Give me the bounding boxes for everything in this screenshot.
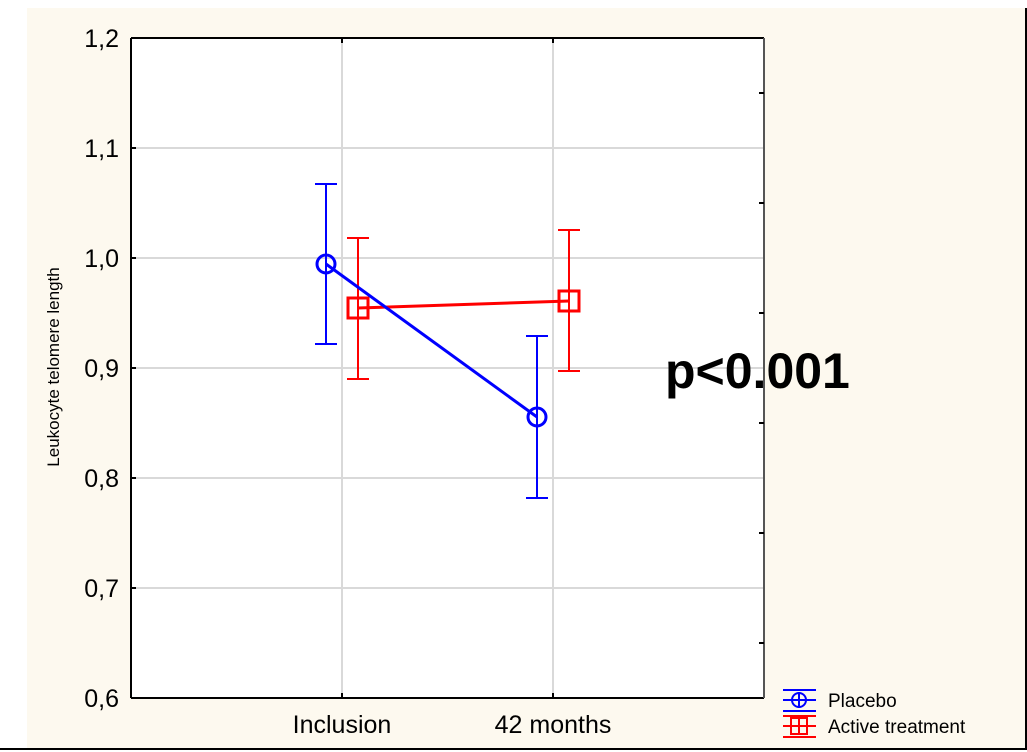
y-tick-label: 0,6 (84, 685, 119, 713)
frame-border-bottom (0, 748, 1027, 750)
legend-label-placebo: Placebo (828, 691, 897, 712)
y-tick-label: 1,2 (84, 25, 119, 53)
axis-ticks (131, 38, 764, 698)
y-tick-label: 1,0 (84, 245, 119, 273)
series-active-treatment (346, 229, 581, 380)
p-value-annotation: p<0.001 (665, 343, 850, 399)
legend-placebo-icon (783, 689, 816, 712)
legend: Placebo Active treatment (783, 689, 966, 738)
y-tick-label: 0,7 (84, 575, 119, 603)
series-placebo (315, 183, 548, 499)
y-axis-label: Leukocyte telomere length (44, 267, 63, 466)
x-tick-label-inclusion: Inclusion (293, 711, 392, 739)
legend-active-icon (783, 715, 816, 738)
y-tick-label: 1,1 (84, 135, 119, 163)
frame-border-right (1025, 8, 1027, 750)
y-tick-label: 0,9 (84, 355, 119, 383)
legend-label-active-treatment: Active treatment (828, 717, 966, 738)
y-tick-label: 0,8 (84, 465, 119, 493)
x-tick-label-42-months: 42 months (495, 711, 612, 739)
gridlines (131, 38, 764, 698)
